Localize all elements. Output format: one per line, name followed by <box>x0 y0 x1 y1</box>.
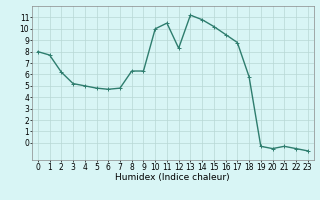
X-axis label: Humidex (Indice chaleur): Humidex (Indice chaleur) <box>116 173 230 182</box>
